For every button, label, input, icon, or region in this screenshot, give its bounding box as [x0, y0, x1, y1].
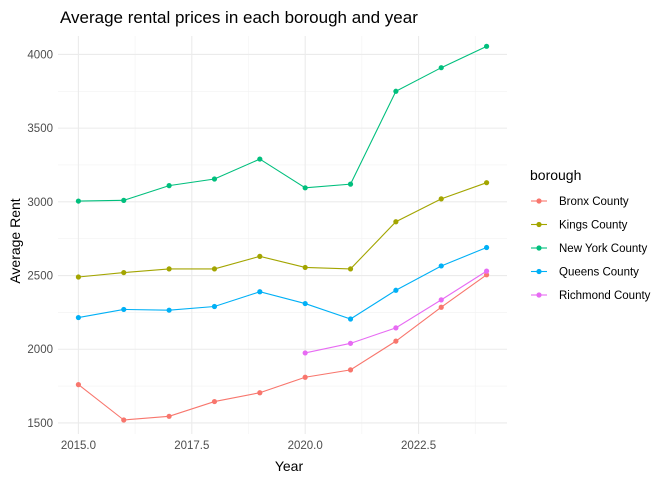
data-point [166, 307, 172, 313]
data-point [121, 306, 127, 313]
data-point [211, 398, 218, 405]
data-point [211, 176, 218, 182]
y-tick-label: 3000 [27, 197, 53, 209]
data-point [75, 382, 82, 388]
data-point [438, 263, 444, 269]
data-point [438, 65, 444, 71]
data-point [347, 367, 354, 373]
data-point [75, 274, 82, 280]
legend-key-point [536, 198, 542, 204]
y-tick-label: 2500 [27, 271, 53, 283]
legend-key-point [536, 221, 542, 228]
data-point [75, 198, 82, 204]
series-line [78, 247, 487, 320]
data-point [347, 340, 354, 346]
data-point [302, 264, 308, 271]
data-point [302, 185, 308, 191]
data-point [121, 417, 127, 423]
series-line [78, 274, 487, 421]
data-point [483, 43, 490, 49]
series-line [78, 182, 487, 278]
grid-lines [58, 36, 507, 434]
legend-key-point [536, 245, 542, 251]
legend-key-point [536, 292, 542, 298]
data-point [302, 350, 308, 356]
legend-label: Bronx County [559, 196, 629, 208]
legend: borough Bronx County Kings County New York… [530, 167, 651, 302]
legend-label: Queens County [559, 267, 639, 279]
data-point [483, 272, 490, 278]
data-point [347, 316, 354, 322]
data-point [393, 219, 399, 225]
data-point [211, 303, 218, 310]
data-point [393, 287, 399, 293]
data-point [438, 297, 444, 303]
series-line [78, 45, 487, 202]
data-point [483, 244, 490, 251]
x-axis-title: Year [275, 458, 304, 474]
legend-item: Richmond County [531, 290, 651, 302]
data-point [257, 253, 263, 259]
y-tick-label: 1500 [27, 418, 53, 430]
data-point [483, 180, 490, 186]
data-point [211, 266, 218, 272]
data-point [257, 390, 263, 396]
series-layer [75, 43, 490, 423]
x-tick-label: 2020.0 [288, 440, 323, 452]
data-point [438, 196, 444, 202]
data-point [483, 268, 490, 274]
legend-title: borough [530, 167, 581, 183]
data-point [393, 325, 399, 331]
legend-item: Bronx County [531, 196, 629, 208]
y-tick-label: 4000 [27, 49, 53, 61]
data-point [166, 183, 172, 189]
y-axis-title: Average Rent [7, 198, 23, 283]
legend-key-point [536, 268, 542, 275]
data-point [347, 266, 354, 272]
data-point [75, 314, 82, 321]
legend-item: New York County [531, 243, 647, 255]
data-point [302, 300, 308, 307]
data-point [302, 374, 308, 380]
legend-label: Kings County [559, 220, 628, 232]
data-point [257, 289, 263, 295]
series-new-york-county [75, 43, 490, 204]
legend-item: Queens County [531, 267, 639, 279]
y-tick-label: 3500 [27, 123, 53, 135]
x-tick-label: 2022.5 [401, 440, 436, 452]
data-point [166, 413, 172, 419]
data-point [166, 266, 172, 272]
y-axis-tick-labels: 1500 2000 2500 3000 3500 4000 [27, 49, 53, 430]
series-queens-county [75, 244, 490, 322]
series-bronx-county [75, 272, 490, 423]
data-point [121, 269, 127, 276]
y-tick-label: 2000 [27, 344, 53, 356]
data-point [393, 88, 399, 94]
series-richmond-county [302, 268, 490, 356]
data-point [257, 156, 263, 162]
x-tick-label: 2017.5 [174, 440, 209, 452]
data-point [121, 197, 127, 203]
legend-label: New York County [559, 243, 647, 255]
data-point [393, 338, 399, 344]
legend-label: Richmond County [559, 290, 651, 302]
data-point [438, 304, 444, 310]
series-kings-county [75, 180, 490, 280]
chart-title: Average rental prices in each borough an… [60, 8, 418, 27]
data-point [347, 181, 354, 187]
x-axis-tick-labels: 2015.0 2017.5 2020.0 2022.5 [61, 440, 436, 452]
x-tick-label: 2015.0 [61, 440, 96, 452]
legend-item: Kings County [531, 220, 628, 232]
